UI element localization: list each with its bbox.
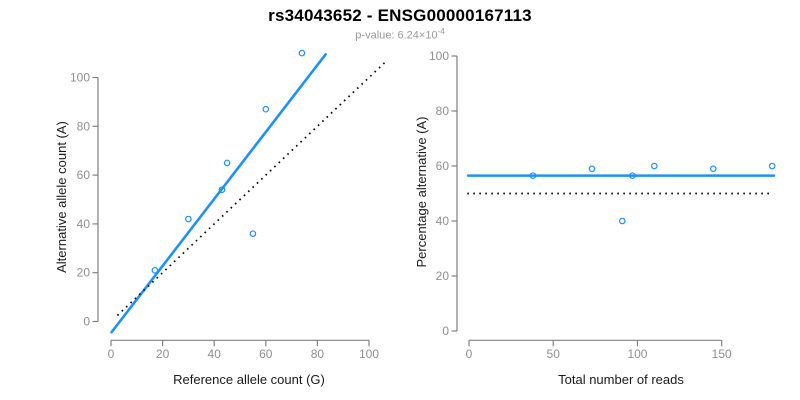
data-point bbox=[709, 165, 717, 173]
data-marks bbox=[466, 162, 776, 225]
y-tick-label: 0 bbox=[83, 315, 90, 329]
data-point bbox=[151, 266, 159, 274]
x-tick-label: 100 bbox=[627, 347, 647, 361]
y-axis-label: Alternative allele count (A) bbox=[54, 121, 69, 273]
pvalue-exponent: -4 bbox=[437, 27, 445, 36]
data-marks bbox=[110, 49, 386, 334]
x-tick-label: 20 bbox=[156, 347, 170, 361]
axes: 0 20 40 60 80 100 0 50 100 150 bbox=[429, 49, 732, 361]
y-tick-label: 100 bbox=[70, 71, 90, 85]
data-point bbox=[529, 172, 537, 179]
data-point bbox=[223, 159, 231, 167]
y-tick-label: 40 bbox=[436, 214, 450, 228]
y-tick-label: 80 bbox=[77, 119, 91, 133]
x-tick-label: 0 bbox=[466, 347, 473, 361]
y-tick-label: 80 bbox=[436, 104, 450, 118]
y-tick-label: 60 bbox=[77, 168, 91, 182]
data-point bbox=[629, 172, 636, 179]
figure-title: rs34043652 - ENSG00000167113 bbox=[268, 6, 532, 25]
data-point bbox=[185, 215, 192, 223]
pvalue-text: p-value: 6.24×10 bbox=[355, 29, 438, 42]
x-axis-label: Reference allele count (G) bbox=[173, 372, 325, 387]
y-tick-label: 20 bbox=[436, 269, 450, 283]
y-tick-label: 20 bbox=[77, 266, 91, 280]
data-point bbox=[249, 230, 257, 237]
x-tick-label: 80 bbox=[311, 347, 325, 361]
data-point bbox=[298, 49, 306, 57]
y-tick-label: 60 bbox=[436, 159, 450, 173]
data-point bbox=[651, 162, 658, 170]
data-point bbox=[619, 217, 626, 225]
figure-header: rs34043652 - ENSG00000167113 p-value: 6.… bbox=[0, 0, 800, 42]
regression-fit-line bbox=[110, 53, 327, 334]
y-axis-label: Percentage alternative (A) bbox=[414, 116, 429, 267]
data-point bbox=[588, 165, 596, 173]
data-point bbox=[768, 162, 776, 170]
axes: 0 20 40 60 80 100 0 20 40 60 80 100 bbox=[70, 71, 379, 362]
x-tick-label: 0 bbox=[108, 347, 115, 361]
data-point bbox=[218, 186, 226, 194]
percentage-reads-plot: 0 20 40 60 80 100 0 50 100 150 Total number of re… bbox=[414, 49, 776, 387]
y-tick-label: 0 bbox=[442, 324, 449, 338]
y-tick-label: 100 bbox=[429, 49, 449, 63]
figure-subtitle: p-value: 6.24×10-4 bbox=[0, 27, 800, 42]
identity-line bbox=[116, 62, 386, 317]
x-tick-label: 100 bbox=[359, 347, 379, 361]
y-tick-label: 40 bbox=[77, 217, 91, 231]
data-point bbox=[262, 105, 270, 113]
x-tick-label: 50 bbox=[547, 347, 561, 361]
x-tick-label: 150 bbox=[712, 347, 732, 361]
x-axis-label: Total number of reads bbox=[558, 372, 684, 387]
x-tick-label: 40 bbox=[208, 347, 222, 361]
x-tick-label: 60 bbox=[259, 347, 273, 361]
allele-count-plot: 0 20 40 60 80 100 0 20 40 60 80 100 Reference allel… bbox=[54, 49, 386, 387]
